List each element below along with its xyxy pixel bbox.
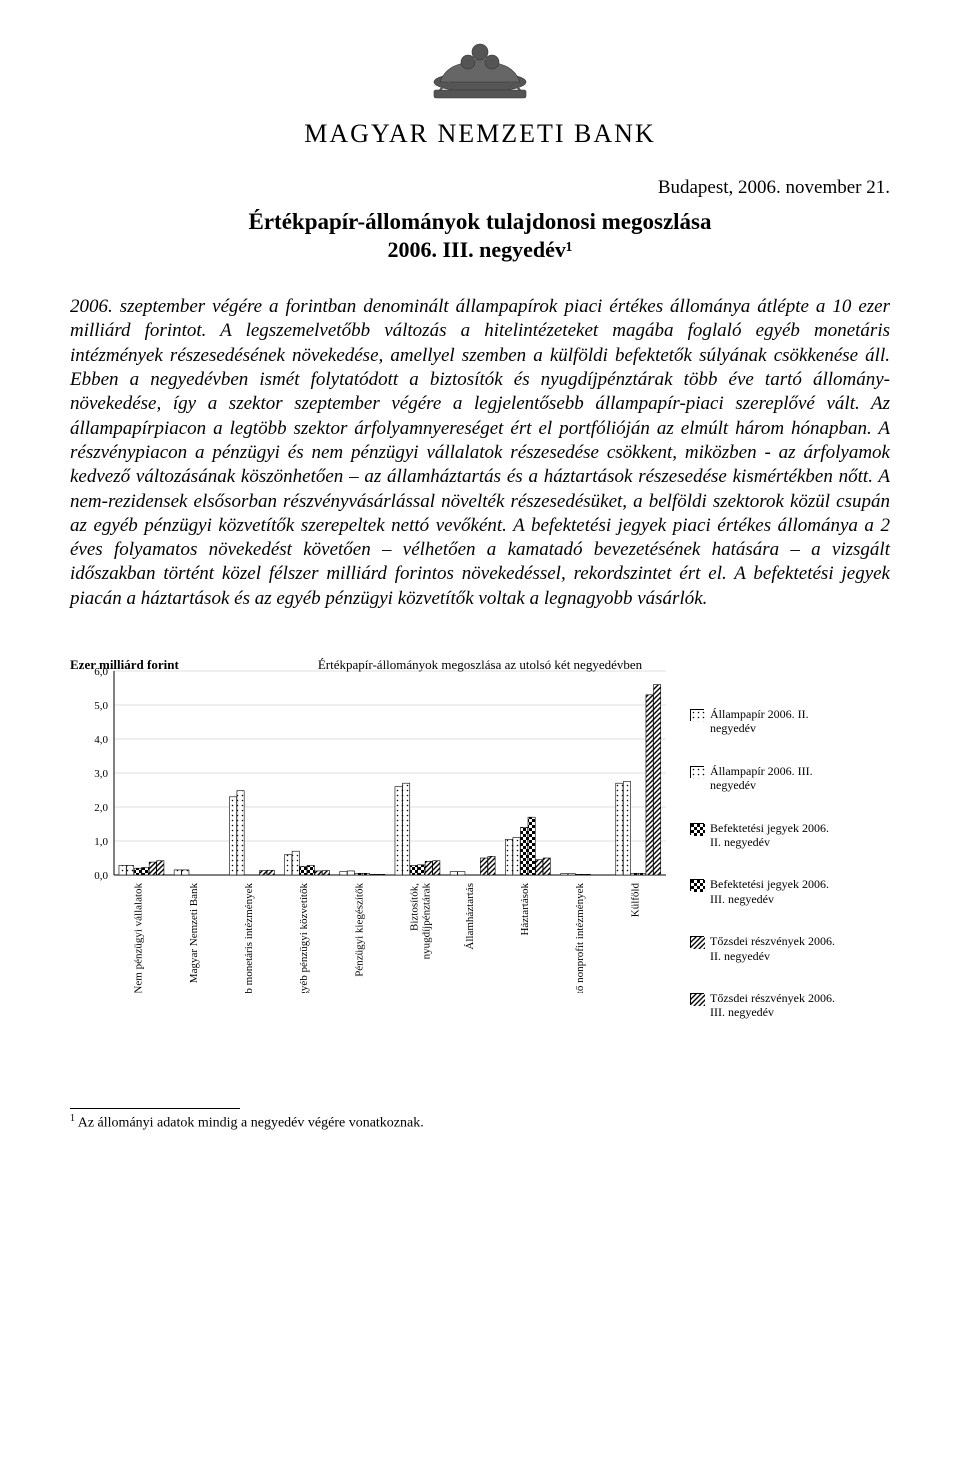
- legend-swatch: [690, 993, 704, 1005]
- legend-swatch: [690, 766, 704, 778]
- bank-logo: [70, 30, 890, 113]
- chart-y-axis-label: Ezer milliárd forint: [70, 657, 179, 673]
- svg-text:Államháztartás: Államháztartás: [464, 883, 476, 950]
- document-date: Budapest, 2006. november 21.: [70, 177, 890, 199]
- bar-chart: 0,01,02,03,04,05,06,0Nem pénzügyi vállal…: [70, 663, 670, 993]
- bank-name: MAGYAR NEMZETI BANK: [70, 119, 890, 149]
- svg-text:Nem pénzügyi vállalatok: Nem pénzügyi vállalatok: [133, 883, 145, 993]
- svg-text:2,0: 2,0: [94, 802, 108, 814]
- legend-swatch: [690, 936, 704, 948]
- chart-legend: Állampapír 2006. II. negyedév Állampapír …: [690, 663, 840, 1048]
- footnote: 1 Az állományi adatok mindig a negyedév …: [70, 1113, 890, 1132]
- chart-title: Értékpapír-állományok megoszlása az utol…: [318, 657, 642, 673]
- svg-text:Pénzügyi kiegészítők: Pénzügyi kiegészítők: [353, 883, 365, 977]
- body-paragraph: 2006. szeptember végére a forintban deno…: [70, 295, 890, 611]
- legend-label: Állampapír 2006. II. negyedév: [710, 707, 840, 736]
- footnote-rule: [70, 1108, 240, 1109]
- emblem-icon: [390, 30, 570, 108]
- legend-item: Állampapír 2006. III. negyedév: [690, 764, 840, 793]
- chart-row: 0,01,02,03,04,05,06,0Nem pénzügyi vállal…: [70, 663, 890, 1048]
- svg-text:Háztartásokat segítő nonprofit: Háztartásokat segítő nonprofit intézmény…: [574, 883, 586, 993]
- legend-swatch: [690, 709, 704, 721]
- svg-text:Egyéb pénzügyi közvetítők: Egyéb pénzügyi közvetítők: [298, 883, 310, 993]
- svg-text:Magyar Nemzeti Bank: Magyar Nemzeti Bank: [188, 883, 200, 984]
- legend-label: Tőzsdei részvények 2006. III. negyedév: [710, 991, 840, 1020]
- document-page: MAGYAR NEMZETI BANK Budapest, 2006. nove…: [0, 0, 960, 1171]
- svg-text:Külföld: Külföld: [629, 883, 641, 918]
- legend-label: Tőzsdei részvények 2006. II. negyedév: [710, 934, 840, 963]
- footnote-marker: 1: [70, 1113, 75, 1124]
- legend-label: Befektetési jegyek 2006. III. negyedév: [710, 877, 840, 906]
- svg-text:Egyéb monetáris intézmények: Egyéb monetáris intézmények: [243, 883, 255, 993]
- legend-item: Állampapír 2006. II. negyedév: [690, 707, 840, 736]
- svg-text:Biztosítók,nyugdíjpénztárak: Biztosítók,nyugdíjpénztárak: [409, 883, 433, 960]
- svg-text:5,0: 5,0: [94, 700, 108, 712]
- chart-block: Ezer milliárd forint Értékpapír-állomány…: [70, 663, 890, 1048]
- svg-text:Háztartások: Háztartások: [519, 883, 531, 936]
- legend-item: Befektetési jegyek 2006. III. negyedév: [690, 877, 840, 906]
- legend-item: Befektetési jegyek 2006. II. negyedév: [690, 821, 840, 850]
- svg-text:0,0: 0,0: [94, 870, 108, 882]
- footnote-text: Az állományi adatok mindig a negyedév vé…: [78, 1115, 424, 1130]
- svg-text:3,0: 3,0: [94, 768, 108, 780]
- document-subtitle: 2006. III. negyedév¹: [70, 237, 890, 263]
- legend-item: Tőzsdei részvények 2006. III. negyedév: [690, 991, 840, 1020]
- svg-text:4,0: 4,0: [94, 734, 108, 746]
- legend-label: Befektetési jegyek 2006. II. negyedév: [710, 821, 840, 850]
- legend-swatch: [690, 823, 704, 835]
- legend-swatch: [690, 879, 704, 891]
- legend-item: Tőzsdei részvények 2006. II. negyedév: [690, 934, 840, 963]
- legend-label: Állampapír 2006. III. negyedév: [710, 764, 840, 793]
- svg-text:1,0: 1,0: [94, 836, 108, 848]
- document-title: Értékpapír-állományok tulajdonosi megosz…: [70, 209, 890, 235]
